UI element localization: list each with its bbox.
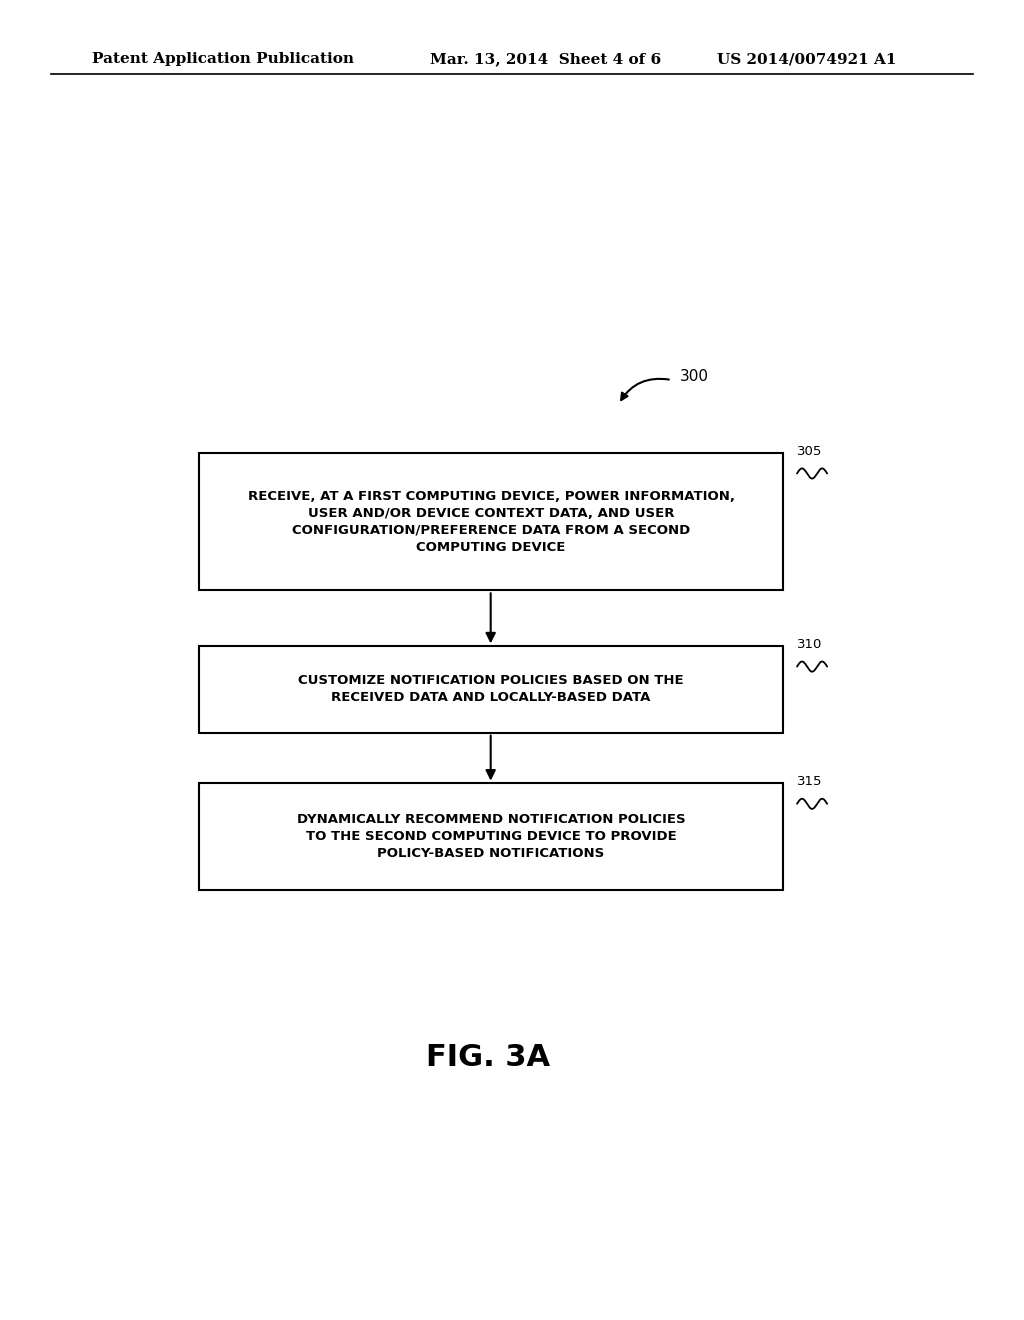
Text: US 2014/0074921 A1: US 2014/0074921 A1 <box>717 53 896 66</box>
Text: 300: 300 <box>680 370 709 384</box>
FancyBboxPatch shape <box>200 784 782 890</box>
FancyBboxPatch shape <box>200 647 782 733</box>
FancyBboxPatch shape <box>200 453 782 590</box>
Text: CUSTOMIZE NOTIFICATION POLICIES BASED ON THE
RECEIVED DATA AND LOCALLY-BASED DAT: CUSTOMIZE NOTIFICATION POLICIES BASED ON… <box>298 675 684 705</box>
Text: 310: 310 <box>797 638 822 651</box>
Text: RECEIVE, AT A FIRST COMPUTING DEVICE, POWER INFORMATION,
USER AND/OR DEVICE CONT: RECEIVE, AT A FIRST COMPUTING DEVICE, PO… <box>248 490 734 554</box>
Text: FIG. 3A: FIG. 3A <box>426 1043 550 1072</box>
Text: Mar. 13, 2014  Sheet 4 of 6: Mar. 13, 2014 Sheet 4 of 6 <box>430 53 662 66</box>
Text: 305: 305 <box>797 445 822 458</box>
Text: 315: 315 <box>797 775 822 788</box>
Text: Patent Application Publication: Patent Application Publication <box>92 53 354 66</box>
Text: DYNAMICALLY RECOMMEND NOTIFICATION POLICIES
TO THE SECOND COMPUTING DEVICE TO PR: DYNAMICALLY RECOMMEND NOTIFICATION POLIC… <box>297 813 685 861</box>
